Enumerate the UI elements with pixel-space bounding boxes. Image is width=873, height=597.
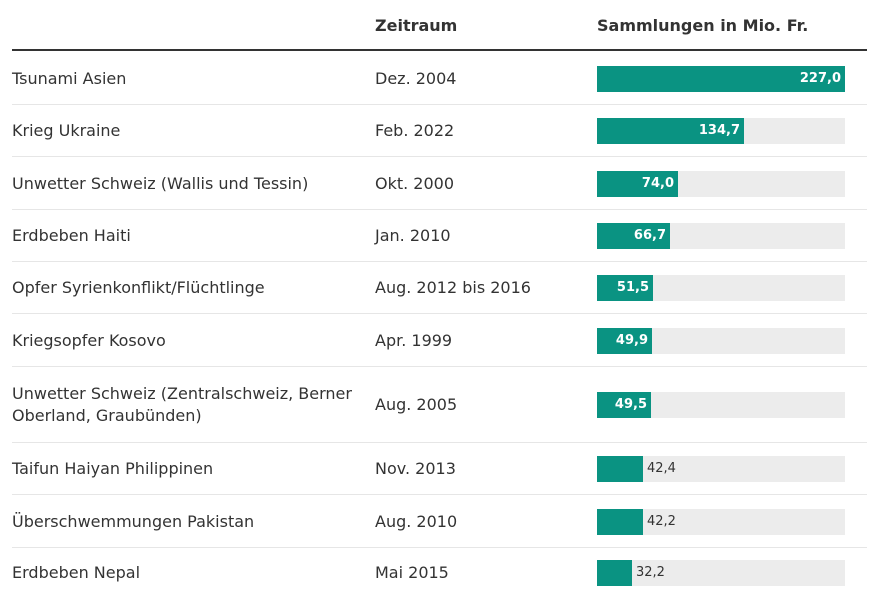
event-name: Krieg Ukraine <box>12 121 121 140</box>
bar <box>597 328 652 354</box>
table-row: Tsunami Asien Dez. 2004 227,0 <box>12 52 867 105</box>
table-row: Unwetter Schweiz (Wallis und Tessin) Okt.… <box>12 157 867 210</box>
event-name: Unwetter Schweiz (Wallis und Tessin) <box>12 174 309 193</box>
event-period: Aug. 2010 <box>375 512 458 531</box>
event-period: Apr. 1999 <box>375 331 453 350</box>
table-row: Krieg Ukraine Feb. 2022 134,7 <box>12 105 867 157</box>
table-row: Unwetter Schweiz (Zentralschweiz, Berner… <box>12 367 867 443</box>
event-period: Aug. 2005 <box>375 395 458 414</box>
column-header-collections: Sammlungen in Mio. Fr. <box>597 16 809 35</box>
event-period: Aug. 2012 bis 2016 <box>375 278 531 297</box>
bar-value-label: 66,7 <box>633 228 666 243</box>
bar-track: 66,7 <box>597 223 845 249</box>
bar <box>597 392 651 418</box>
column-header-period: Zeitraum <box>375 16 458 35</box>
event-period: Nov. 2013 <box>375 459 456 478</box>
event-period: Feb. 2022 <box>375 121 455 140</box>
table-row: Kriegsopfer Kosovo Apr. 1999 49,9 <box>12 314 867 367</box>
bar-track: 49,9 <box>597 328 845 354</box>
bar-value-label: 74,0 <box>641 176 674 191</box>
event-name: Taifun Haiyan Philippinen <box>12 459 214 478</box>
bar-track: 227,0 <box>597 66 845 92</box>
event-period: Mai 2015 <box>375 563 449 582</box>
bar-value-label: 32,2 <box>636 565 665 580</box>
bar-track: 134,7 <box>597 118 845 144</box>
table-row: Erdbeben Haiti Jan. 2010 66,7 <box>12 210 867 262</box>
event-name: Unwetter Schweiz (Zentralschweiz, Berner… <box>12 384 352 425</box>
event-name: Tsunami Asien <box>12 69 127 88</box>
bar-track: 51,5 <box>597 275 845 301</box>
bar <box>597 456 643 482</box>
bar <box>597 275 653 301</box>
bar-track: 42,4 <box>597 456 845 482</box>
bar-value-label: 49,5 <box>614 397 647 412</box>
bar-value-label: 42,2 <box>647 514 676 529</box>
bar <box>597 66 845 92</box>
bar-value-label: 227,0 <box>799 71 841 86</box>
bar <box>597 171 678 197</box>
table-row: Taifun Haiyan Philippinen Nov. 2013 42,4 <box>12 443 867 495</box>
event-name: Überschwemmungen Pakistan <box>12 512 255 531</box>
bar-track: 49,5 <box>597 392 845 418</box>
bar-value-label: 134,7 <box>698 123 740 138</box>
bar-track: 74,0 <box>597 171 845 197</box>
event-name: Opfer Syrienkonflikt/Flüchtlinge <box>12 278 265 297</box>
bar-value-label: 51,5 <box>616 280 649 295</box>
event-period: Dez. 2004 <box>375 69 457 88</box>
bar-value-label: 49,9 <box>615 333 648 348</box>
event-name: Erdbeben Nepal <box>12 563 141 582</box>
bar <box>597 509 643 535</box>
table-row: Erdbeben Nepal Mai 2015 32,2 <box>12 548 867 597</box>
event-period: Jan. 2010 <box>375 226 451 245</box>
bar <box>597 223 670 249</box>
event-name: Kriegsopfer Kosovo <box>12 331 166 350</box>
table-header: Zeitraum Sammlungen in Mio. Fr. <box>12 0 867 51</box>
event-name: Erdbeben Haiti <box>12 226 131 245</box>
event-period: Okt. 2000 <box>375 174 455 193</box>
bar-track: 32,2 <box>597 560 845 586</box>
bar-value-label: 42,4 <box>647 461 676 476</box>
bar <box>597 118 744 144</box>
table-row: Überschwemmungen Pakistan Aug. 2010 42,2 <box>12 495 867 548</box>
bar-track: 42,2 <box>597 509 845 535</box>
bar <box>597 560 632 586</box>
table-row: Opfer Syrienkonflikt/Flüchtlinge Aug. 201… <box>12 262 867 314</box>
